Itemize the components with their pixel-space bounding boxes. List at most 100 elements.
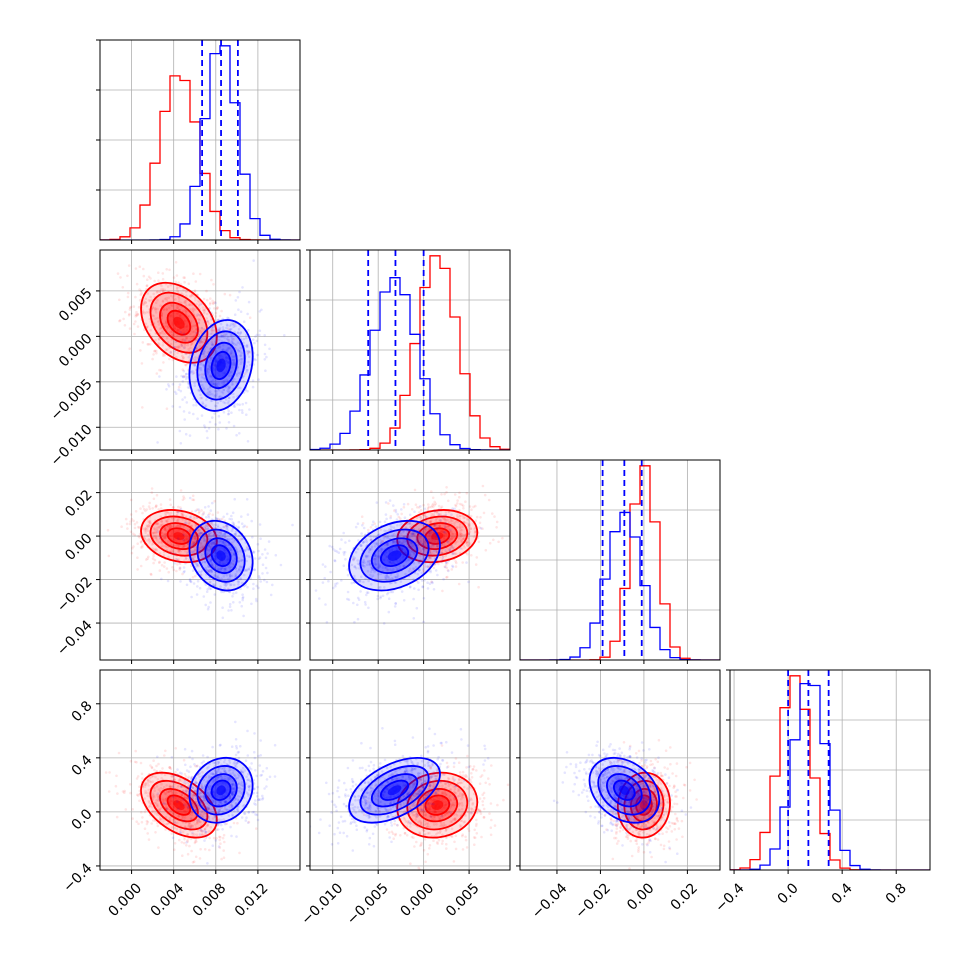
scatter-point	[223, 587, 226, 590]
scatter-point	[260, 308, 263, 312]
scatter-point	[148, 519, 152, 523]
contour-line	[204, 341, 238, 390]
scatter-point	[157, 508, 160, 511]
scatter-point	[164, 533, 167, 537]
scatter-point	[203, 848, 207, 851]
scatter-point	[237, 583, 240, 586]
scatter-point	[151, 774, 155, 778]
scatter-point	[181, 380, 185, 383]
scatter-point	[220, 781, 223, 785]
contour-line	[380, 544, 410, 567]
scatter-point	[190, 810, 194, 814]
scatter-point	[150, 775, 154, 778]
scatter-point	[201, 340, 204, 344]
scatter-point	[443, 565, 447, 568]
scatter-point	[185, 336, 189, 340]
scatter-point	[419, 535, 423, 539]
scatter-point	[243, 569, 247, 573]
scatter-point	[209, 547, 212, 551]
scatter-point	[184, 515, 188, 518]
scatter-point	[153, 768, 156, 772]
scatter-point	[393, 509, 396, 512]
scatter-point	[222, 833, 226, 837]
scatter-point	[433, 524, 437, 527]
scatter-point	[119, 276, 122, 279]
scatter-point	[154, 317, 157, 321]
scatter-point	[157, 337, 161, 340]
scatter-point	[195, 593, 199, 596]
scatter-point	[197, 321, 200, 324]
scatter-point	[423, 563, 426, 567]
scatter-point	[177, 345, 180, 348]
scatter-point	[360, 532, 363, 535]
scatter-point	[190, 795, 193, 798]
scatter-point	[236, 403, 239, 406]
scatter-point	[377, 549, 381, 552]
scatter-point	[400, 533, 403, 536]
scatter-point	[173, 782, 176, 786]
scatter-point	[135, 310, 138, 314]
scatter-point	[207, 364, 211, 368]
scatter-point	[223, 840, 226, 844]
scatter-point	[181, 545, 184, 548]
scatter-point	[220, 390, 223, 394]
scatter-point	[203, 827, 207, 831]
scatter-point	[402, 505, 406, 509]
scatter-point	[214, 801, 217, 804]
scatter-point	[193, 363, 197, 367]
scatter-point	[194, 280, 198, 283]
scatter-point	[451, 552, 454, 556]
scatter-point	[356, 603, 359, 607]
scatter-point	[130, 551, 134, 555]
scatter-point	[353, 565, 357, 569]
contour-line	[159, 301, 199, 344]
scatter-point	[208, 524, 211, 527]
contour-line	[348, 519, 441, 592]
scatter-point	[422, 518, 425, 522]
scatter-point	[199, 541, 203, 545]
scatter-point	[210, 534, 213, 538]
scatter-point	[353, 574, 356, 578]
scatter-point	[407, 558, 410, 562]
scatter-point	[427, 503, 430, 506]
scatter-point	[176, 563, 179, 566]
scatter-point	[450, 544, 454, 548]
scatter-point	[230, 803, 233, 807]
scatter-point	[106, 528, 110, 532]
scatter-point	[357, 598, 361, 601]
scatter-point	[415, 538, 419, 542]
scatter-point	[240, 522, 244, 525]
scatter-point	[193, 364, 196, 367]
scatter-point	[186, 550, 189, 553]
scatter-point	[189, 817, 193, 820]
scatter-point	[194, 764, 197, 768]
scatter-point	[203, 812, 206, 815]
scatter-point	[132, 322, 136, 326]
scatter-point	[167, 570, 170, 574]
scatter-point	[450, 537, 453, 541]
scatter-point	[155, 770, 159, 773]
scatter-point	[169, 315, 173, 318]
scatter-point	[239, 310, 243, 314]
scatter-point	[194, 552, 197, 556]
scatter-point	[220, 334, 224, 338]
scatter-point	[407, 569, 411, 573]
scatter-point	[217, 845, 221, 848]
scatter-point	[245, 336, 248, 340]
scatter-point	[255, 584, 258, 588]
scatter-point	[392, 533, 396, 536]
scatter-point	[350, 581, 354, 585]
scatter-point	[398, 542, 401, 545]
contour-line	[196, 528, 246, 583]
scatter-point	[237, 805, 240, 809]
scatter-point	[172, 805, 176, 809]
scatter-point	[180, 354, 184, 358]
scatter-point	[392, 560, 396, 564]
scatter-point	[451, 564, 454, 568]
scatter-point	[153, 789, 156, 792]
scatter-point	[227, 565, 230, 568]
scatter-point	[205, 590, 209, 593]
scatter-point	[216, 346, 220, 349]
scatter-point	[144, 301, 147, 305]
scatter-point	[145, 284, 149, 287]
